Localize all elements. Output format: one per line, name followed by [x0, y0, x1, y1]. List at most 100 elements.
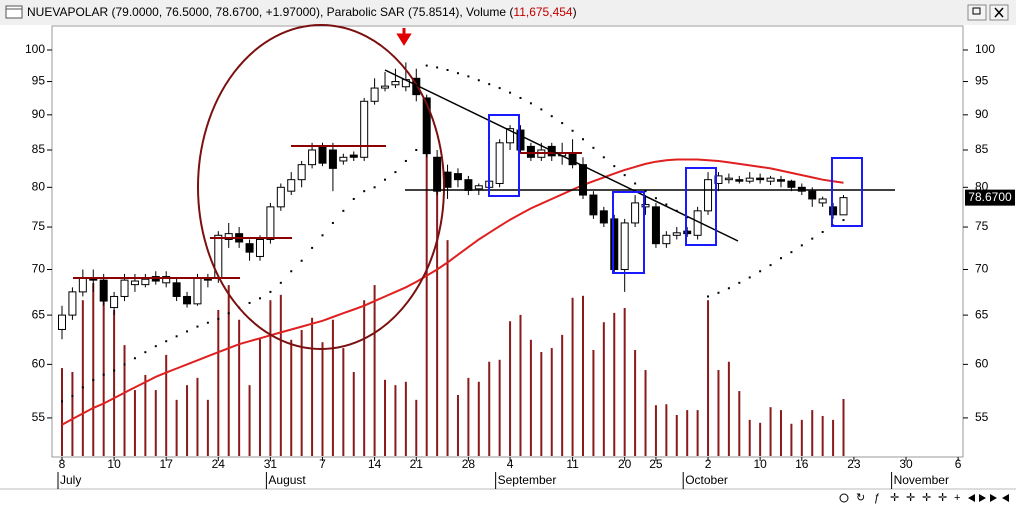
sar-dot — [165, 340, 168, 343]
sar-dot — [800, 244, 803, 247]
y-tick-label-right: 65 — [975, 307, 989, 321]
volume-bar — [269, 300, 272, 456]
y-tick-label-right: 100 — [975, 42, 995, 56]
candle-body — [776, 179, 785, 182]
title-suffix: ) — [573, 5, 577, 19]
volume-bar — [61, 368, 63, 456]
sar-dot — [717, 291, 720, 294]
volume-bar — [373, 285, 376, 456]
volume-bar — [727, 361, 730, 456]
volume-bar — [759, 422, 762, 456]
candle-body — [99, 279, 108, 302]
candle-body — [141, 278, 150, 286]
candle-body — [651, 206, 660, 245]
tool-icon[interactable]: ✛ — [890, 492, 899, 504]
sar-dot — [779, 257, 782, 260]
candle-body — [453, 173, 462, 181]
volume-bar — [102, 295, 105, 456]
candle-body — [360, 100, 369, 158]
restore-button[interactable] — [967, 4, 987, 21]
marks — [58, 62, 848, 456]
volume-bar — [321, 342, 324, 456]
candle-body — [318, 145, 327, 164]
volume-bar — [550, 348, 553, 456]
tool-icon[interactable]: ✛ — [922, 492, 931, 504]
candle-body — [756, 177, 765, 181]
candle-body — [735, 179, 744, 182]
sar-dot — [738, 281, 741, 284]
month-label: October — [685, 473, 728, 487]
volume-bar — [571, 297, 574, 456]
sar-dot — [623, 174, 626, 177]
tool-icon[interactable] — [839, 493, 849, 503]
volume-bar — [623, 308, 626, 456]
tool-icon[interactable]: ✛ — [938, 492, 947, 504]
volume-bar — [217, 309, 220, 456]
candle-body — [464, 179, 473, 191]
candle-body — [745, 177, 754, 182]
month-label: November — [894, 473, 949, 487]
volume-bar — [456, 394, 459, 456]
x-tick-label: 7 — [319, 457, 326, 471]
x-tick-label: 14 — [368, 457, 382, 471]
y-tick-label: 70 — [32, 262, 46, 276]
candle-body — [704, 179, 713, 212]
x-tick-label: 10 — [753, 457, 767, 471]
x-tick-label: 30 — [899, 457, 913, 471]
candle-body — [797, 186, 806, 192]
trend-line — [384, 69, 739, 242]
volume-bar — [800, 419, 803, 456]
volume-bar — [779, 410, 782, 456]
sar-dot — [707, 295, 710, 298]
volume-bar — [113, 309, 116, 456]
candle-body — [683, 230, 692, 235]
sar-dot — [821, 230, 824, 233]
sar-dot — [665, 203, 668, 206]
sar-dot — [769, 264, 772, 267]
volume-bar — [832, 419, 835, 456]
sar-dot — [258, 297, 261, 300]
last-price-label: 78.6700 — [968, 190, 1012, 204]
volume-bar — [238, 319, 241, 456]
volume-bar — [186, 385, 189, 456]
volume-bar — [165, 354, 168, 456]
title-text: NUEVAPOLAR (79.0000, 76.5000, 78.6700, +… — [27, 5, 513, 19]
toolbar: ↻ ƒ ✛ ✛ ✛ ✛ + — [839, 492, 1009, 504]
candle-body — [297, 164, 306, 181]
candle-body — [381, 85, 390, 89]
candle-body — [183, 295, 192, 305]
sar-dot — [842, 219, 845, 222]
sar-dot — [217, 317, 220, 320]
tool-icon[interactable]: ↻ — [856, 492, 865, 504]
sar-dot — [373, 186, 376, 189]
sar-dot — [71, 394, 74, 397]
candle-body — [724, 177, 733, 181]
sar-dot — [488, 83, 491, 86]
volume-bar — [227, 285, 230, 456]
volume-bar — [258, 337, 261, 456]
sar-dot — [321, 234, 324, 237]
volume-bar — [133, 390, 136, 456]
tool-icon[interactable]: + — [954, 492, 960, 504]
sar-dot — [509, 91, 512, 94]
sar-dot — [644, 190, 647, 193]
volume-bar — [384, 379, 387, 456]
y-tick-label: 85 — [32, 142, 46, 156]
sar-dot — [123, 363, 126, 366]
y-tick-label: 100 — [25, 42, 45, 56]
candle-body — [433, 156, 442, 192]
candle-body — [808, 190, 817, 200]
volume-bar — [123, 345, 126, 456]
candle-body — [818, 198, 827, 204]
volume-bar — [498, 359, 501, 456]
sar-dot — [571, 129, 574, 132]
x-tick-label: 6 — [955, 457, 962, 471]
candle-body — [162, 276, 171, 284]
y-tick-label-right: 70 — [975, 262, 989, 276]
tool-icon[interactable]: ƒ — [874, 492, 880, 504]
month-label: July — [60, 473, 81, 487]
x-tick-label: 16 — [795, 457, 809, 471]
tool-icon[interactable]: ✛ — [906, 492, 915, 504]
title-volume: 11,675,454 — [513, 5, 572, 19]
sar-dot — [342, 209, 345, 212]
